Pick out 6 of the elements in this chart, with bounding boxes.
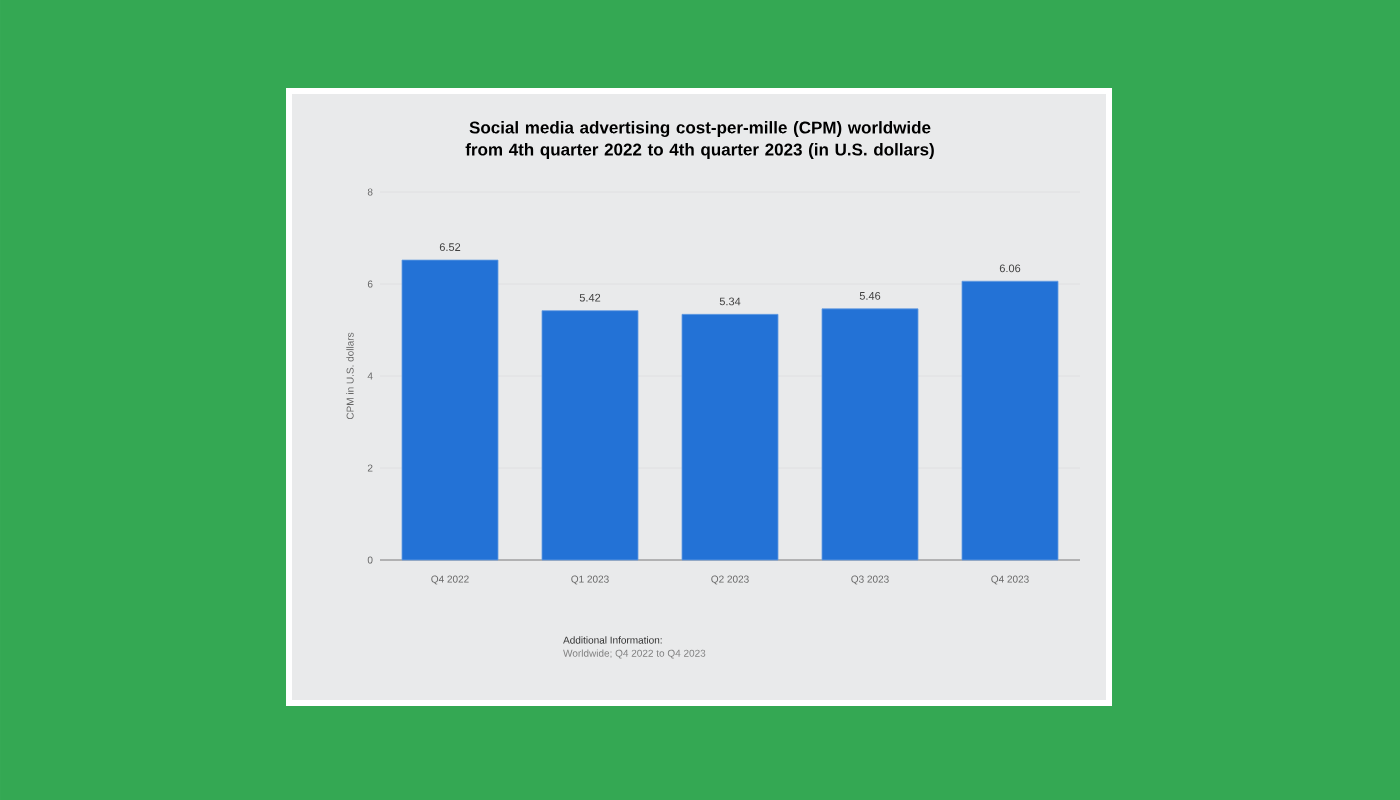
bar [401, 259, 499, 561]
bar [821, 308, 919, 561]
chart-title: Social media advertising cost-per-mille (CPM) worldwide from 4th quarter 2022 to 4th quarter 2023 (in U.S. dollars) [465, 121, 934, 159]
bar [541, 310, 639, 561]
bar [681, 313, 779, 561]
bar [961, 280, 1059, 561]
